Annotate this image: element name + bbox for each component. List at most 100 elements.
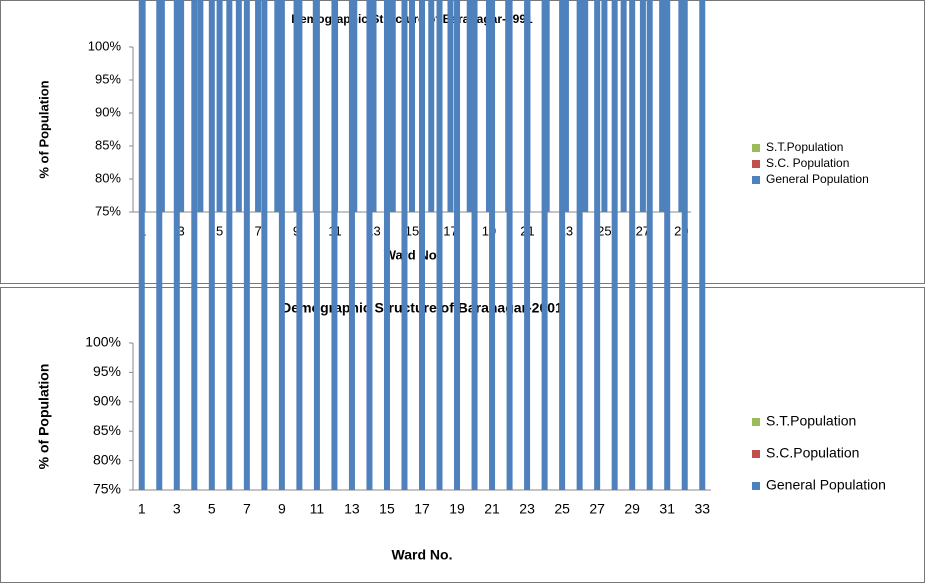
legend-label: S.T.Population [766,140,843,154]
legend-swatch [752,482,760,490]
bar-segment [485,0,492,212]
x-tick-label: 27 [589,501,605,517]
bar-segment [296,0,303,490]
y-tick-label: 85% [95,137,121,152]
bar-segment [255,0,262,213]
x-tick-label: 31 [659,501,675,517]
legend-swatch [752,450,760,458]
x-tick-label: 25 [554,501,570,517]
legend-label: S.C.Population [766,445,859,461]
bar-segment [576,0,583,490]
y-tick-label: 90% [93,393,121,409]
bar-segment [428,0,435,212]
x-tick-label: 11 [310,501,325,517]
bar-segment [664,0,671,491]
x-tick-label: 19 [449,501,465,517]
bar-segment [383,0,390,490]
bar-segment [208,0,215,490]
x-tick-label: 7 [254,223,261,238]
bar-segment [348,0,355,490]
bar-segment [226,0,233,490]
bar-segment [389,0,396,212]
bar-segment [659,0,666,212]
bar-segment [562,0,569,212]
x-tick-label: 3 [173,501,181,517]
bar-segment [506,0,513,490]
y-tick-label: 75% [93,481,121,497]
bar-segment [191,0,198,490]
bar-segment [401,0,408,490]
y-tick-label: 100% [88,38,122,53]
bar-segment [466,0,473,212]
bar-segment [699,0,706,491]
bar-segment [436,0,443,491]
legend-swatch [752,176,760,184]
bar-segment [419,0,425,490]
bar-segment [313,0,320,491]
bar-segment [173,0,180,490]
y-tick-label: 95% [95,71,121,86]
bar-segment [331,0,338,490]
bar-segment [678,0,685,213]
bar-segment [524,0,531,490]
y-tick-label: 80% [95,170,121,185]
x-tick-label: 17 [414,501,430,517]
x-tick-label: 15 [405,223,419,238]
bar-segment [541,0,548,490]
x-tick-label: 9 [278,501,286,517]
x-tick-label: 33 [694,501,710,517]
x-tick-label: 15 [379,501,395,517]
bar-segment [409,0,415,212]
bar-segment [261,0,268,490]
x-tick-label: 13 [344,501,360,517]
bar-segment [447,0,454,212]
x-tick-label: 21 [484,501,500,517]
y-tick-label: 80% [93,451,121,467]
y-axis-label: % of Population [36,364,52,470]
bar-segment [197,0,204,213]
x-tick-label: 5 [216,223,223,238]
bar-segment [629,0,636,490]
legend-swatch [752,160,760,168]
x-axis-label: Ward No. [392,547,453,563]
bar-segment [216,0,223,212]
bar-segment [274,0,281,212]
bar-segment [471,0,478,490]
bar-segment [601,0,608,212]
legend-label: S.C. Population [766,156,849,170]
bar-segment [620,0,627,212]
bar-segment [681,0,688,490]
x-axis-label: Ward No. [384,247,441,262]
x-tick-label: 3 [177,223,184,238]
y-axis-label: % of Population [36,80,51,178]
bar-segment [611,0,618,490]
x-tick-label: 7 [243,501,251,517]
bar-segment [639,0,646,212]
bar-segment [646,0,653,490]
y-tick-label: 75% [95,203,121,218]
bar-segment [454,0,461,490]
bar-segment [559,0,566,490]
bar-segment [235,0,242,213]
bar-segment [178,0,185,212]
bar-segment [370,0,377,212]
x-tick-label: 27 [636,223,650,238]
y-tick-label: 85% [93,422,121,438]
y-tick-label: 95% [93,363,121,379]
bar-segment [594,0,601,490]
x-tick-label: 1 [138,501,146,517]
legend-swatch [752,418,760,426]
x-tick-label: 23 [519,501,535,517]
bar-segment [489,0,496,490]
y-tick-label: 90% [95,104,121,119]
bar-segment [278,0,285,490]
bar-segment [582,0,589,212]
x-tick-label: 29 [624,501,640,517]
bar-segment [243,0,250,490]
bar-segment [138,0,145,490]
y-tick-label: 100% [85,334,121,350]
x-tick-label: 25 [597,223,611,238]
legend-label: S.T.Population [766,413,856,429]
